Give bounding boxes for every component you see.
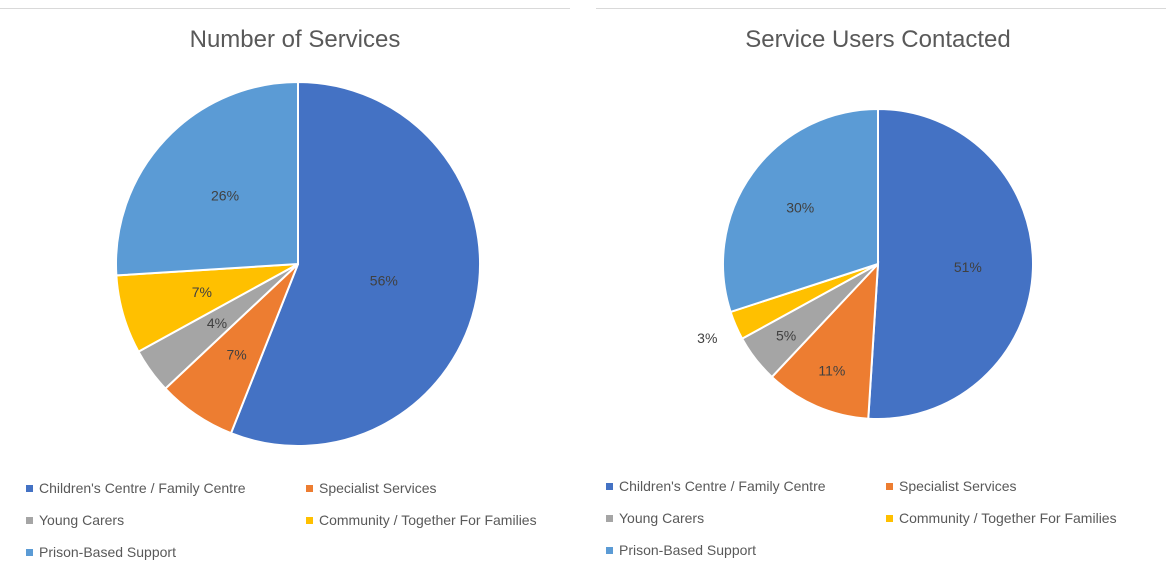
legend-swatch-icon	[886, 482, 893, 490]
data-label-prison-based-support: 30%	[786, 200, 814, 216]
data-label-community-together-for-families: 7%	[192, 284, 212, 300]
legend-item-specialist-services: Specialist Services	[886, 478, 1017, 494]
legend-swatch-icon	[306, 516, 313, 524]
legend-label: Young Carers	[39, 512, 125, 528]
legend-item-young-carers: Young Carers	[606, 510, 704, 526]
data-label-specialist-services: 11%	[818, 363, 845, 379]
legend-swatch-icon	[26, 484, 33, 492]
data-label-young-carers: 4%	[207, 315, 227, 331]
top-divider-left	[0, 8, 570, 9]
legend-item-community-together-for-families: Community / Together For Families	[886, 510, 1117, 526]
legend-swatch-icon	[606, 482, 613, 490]
legend-label: Specialist Services	[899, 478, 1017, 494]
top-divider-right	[596, 8, 1166, 9]
legend-label: Specialist Services	[319, 480, 437, 496]
legend-item-community-together-for-families: Community / Together For Families	[306, 512, 537, 528]
legend: Children's Centre / Family Centre Special…	[590, 472, 1166, 572]
legend-label: Community / Together For Families	[899, 510, 1117, 526]
legend-swatch-icon	[26, 548, 33, 556]
chart-panel-service-users-contacted: Service Users Contacted 51% 11% 5% 3% 30% Ch…	[590, 0, 1166, 575]
legend-item-prison-based-support: Prison-Based Support	[26, 544, 176, 560]
legend-swatch-icon	[886, 514, 893, 522]
data-label-children-s-centre-family-centre: 51%	[954, 259, 982, 275]
legend-label: Community / Together For Families	[319, 512, 537, 528]
legend: Children's Centre / Family Centre Special…	[0, 472, 590, 572]
legend-swatch-icon	[306, 484, 313, 492]
legend-label: Children's Centre / Family Centre	[619, 478, 826, 494]
legend-swatch-icon	[26, 516, 33, 524]
pie-slice-children-s-centre-family-centre	[229, 80, 481, 447]
legend-label: Young Carers	[619, 510, 705, 526]
data-label-young-carers: 5%	[776, 327, 796, 343]
data-label-prison-based-support: 26%	[211, 187, 239, 203]
data-label-specialist-services: 7%	[227, 346, 247, 362]
legend-item-children-s-centre-family-centre: Children's Centre / Family Centre	[26, 480, 246, 496]
legend-swatch-icon	[606, 546, 613, 554]
pie-slice-prison-based-support	[722, 107, 879, 314]
legend-item-young-carers: Young Carers	[26, 512, 124, 528]
data-label-community-together-for-families: 3%	[697, 330, 717, 346]
chart-panel-number-of-services: Number of Services 56% 7% 4% 7% 26% Children…	[0, 26, 590, 572]
pie-slice-prison-based-support	[115, 80, 299, 277]
legend-item-prison-based-support: Prison-Based Support	[606, 542, 756, 558]
pie-slice-children-s-centre-family-centre	[867, 107, 1034, 420]
chart-title: Number of Services	[189, 26, 401, 53]
legend-swatch-icon	[606, 514, 613, 522]
legend-label: Prison-Based Support	[619, 542, 756, 558]
pie-chart: 51% 11% 5% 3% 30%	[697, 107, 1034, 420]
pie-chart: 56%7%4%7%26%	[115, 80, 481, 447]
data-label-children-s-centre-family-centre: 56%	[370, 272, 398, 288]
legend-label: Children's Centre / Family Centre	[39, 480, 246, 496]
legend-item-children-s-centre-family-centre: Children's Centre / Family Centre	[606, 478, 826, 494]
chart-title: Service Users Contacted	[745, 26, 1011, 53]
pie-slice-specialist-services	[770, 261, 880, 420]
legend-label: Prison-Based Support	[39, 544, 176, 560]
legend-item-specialist-services: Specialist Services	[306, 480, 437, 496]
